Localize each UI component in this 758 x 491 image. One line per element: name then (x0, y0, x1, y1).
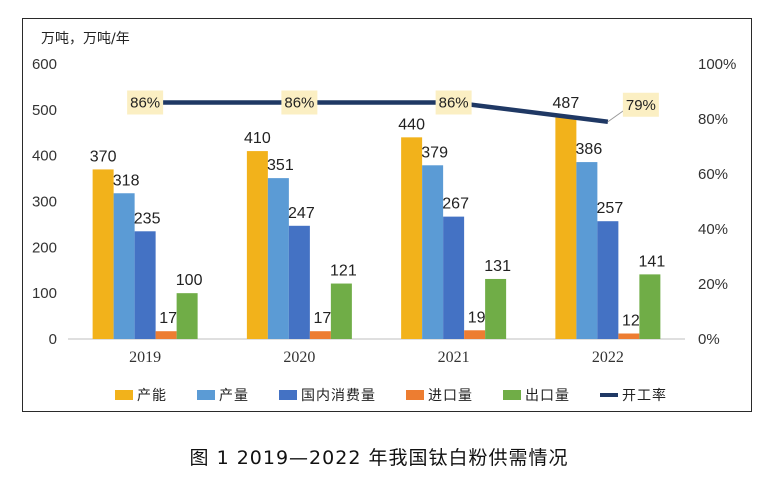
bar-value-label: 386 (576, 141, 603, 158)
bar-3-2 (464, 330, 486, 339)
legend-label: 开工率 (622, 387, 667, 404)
legend-swatch-4 (503, 390, 521, 400)
y-right-tick-label: 100% (698, 56, 736, 73)
legend-label: 国内消费量 (301, 388, 376, 404)
line-series-utilization (145, 100, 609, 124)
bar-2-3 (597, 221, 619, 339)
bar-value-label: 121 (330, 263, 357, 280)
legend-swatch-0 (115, 390, 133, 400)
bar-3-0 (155, 331, 177, 339)
bar-value-label: 131 (484, 258, 511, 275)
legend-label: 产量 (219, 388, 249, 404)
chart-svg: 万吨，万吨/年 0 100 200 300 400 500 600 0% 20% 40% 60% 80%… (32, 31, 736, 404)
y-left-tick-label: 100 (32, 285, 57, 302)
line-value-label: 86% (130, 95, 160, 112)
y-left-tick-label: 200 (32, 239, 57, 256)
bar-value-label: 12 (622, 313, 640, 330)
x-category-label: 2021 (438, 349, 470, 366)
bar-value-label: 247 (288, 205, 315, 222)
y-right-tick-label: 20% (698, 276, 728, 293)
bar-1-2 (422, 165, 444, 339)
line-label-box (435, 90, 472, 115)
bar-4-3 (639, 274, 661, 339)
x-category-label: 2020 (283, 349, 315, 366)
legend-swatch-2 (279, 390, 297, 400)
chart-frame: 万吨，万吨/年 0 100 200 300 400 500 600 0% 20% 40% 60% 80%… (22, 18, 752, 412)
bar-value-label: 257 (597, 200, 624, 217)
line-label-box (622, 92, 659, 117)
y-left-tick-label: 600 (32, 56, 57, 73)
y-left-tick-label: 500 (32, 102, 57, 119)
bar-0-2 (401, 137, 423, 339)
bar-0-0 (92, 169, 114, 339)
legend-label: 产能 (137, 388, 167, 404)
y-right-tick-label: 40% (698, 221, 728, 238)
y-left-tick-label: 300 (32, 194, 57, 211)
bar-3-1 (309, 331, 331, 339)
y-right-tick-label: 0% (698, 331, 720, 348)
bar-1-0 (113, 193, 135, 339)
bar-4-2 (485, 278, 507, 339)
bar-value-label: 17 (313, 310, 331, 327)
bar-value-label: 318 (113, 172, 140, 189)
legend-swatch-1 (197, 390, 215, 400)
bar-0-1 (246, 151, 268, 339)
bar-4-1 (330, 283, 352, 339)
bar-value-label: 267 (442, 196, 469, 213)
bar-1-3 (576, 162, 598, 339)
bar-2-0 (134, 231, 156, 339)
y-right-tick-label: 80% (698, 111, 728, 128)
y-right-tick-label: 60% (698, 166, 728, 183)
y-axis-unit-label: 万吨，万吨/年 (41, 31, 130, 47)
legend-label: 出口量 (525, 388, 570, 404)
legend-label: 进口量 (428, 388, 473, 404)
y-left-tick-label: 400 (32, 148, 57, 165)
bar-value-label: 235 (134, 210, 161, 227)
line-value-label: 79% (626, 97, 656, 114)
bar-value-label: 141 (639, 253, 666, 270)
bar-3-3 (618, 333, 640, 339)
x-category-label: 2019 (129, 349, 161, 366)
bar-value-label: 370 (90, 148, 117, 165)
bar-1-1 (267, 178, 289, 339)
legend-swatch-3 (406, 390, 424, 400)
bar-2-1 (288, 225, 310, 339)
bar-value-label: 19 (468, 309, 486, 326)
bar-value-label: 379 (421, 144, 448, 161)
bar-value-label: 410 (244, 130, 271, 147)
line-label-box (281, 90, 318, 115)
bar-value-label: 17 (159, 310, 177, 327)
bar-value-label: 100 (176, 272, 203, 289)
line-value-label: 86% (284, 95, 314, 112)
figure-caption: 图 1 2019—2022 年我国钛白粉供需情况 (189, 447, 569, 469)
bar-value-label: 487 (553, 95, 580, 112)
bar-4-0 (176, 293, 198, 339)
y-left-tick-label: 0 (49, 331, 57, 348)
bar-value-label: 440 (398, 116, 425, 133)
bar-value-label: 351 (267, 157, 294, 174)
x-category-label: 2022 (592, 349, 624, 366)
line-value-label: 86% (439, 95, 469, 112)
bar-2-2 (443, 216, 465, 339)
line-label-box (127, 90, 164, 115)
bar-0-3 (555, 115, 577, 340)
